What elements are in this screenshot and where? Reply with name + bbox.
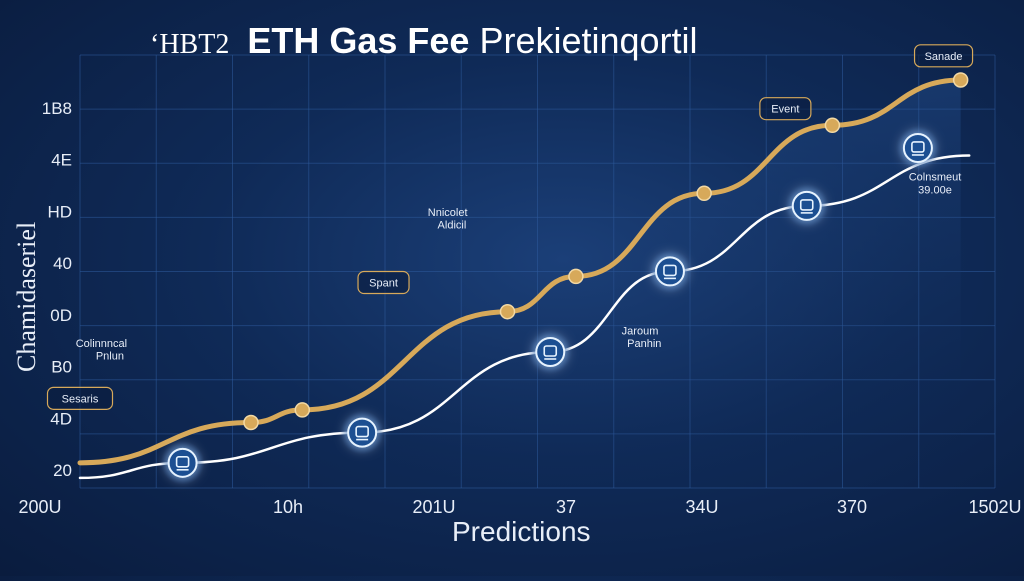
y-tick-label: 1B8 <box>42 99 72 118</box>
icon-glyph <box>543 345 558 357</box>
icon-ring <box>347 417 378 448</box>
data-point <box>294 402 311 418</box>
icon-ring <box>167 447 198 478</box>
icon-ring <box>535 336 566 367</box>
x-tick-label: 200U <box>18 497 61 517</box>
annotation-label: Event <box>771 104 799 116</box>
series-area <box>80 79 961 489</box>
prediction-icon <box>784 183 829 228</box>
data-point <box>696 185 712 202</box>
icon-ring <box>654 256 685 287</box>
data-point <box>952 72 969 88</box>
annotation-label: Nnicolet <box>428 207 468 219</box>
annotation-label: Colinnncal <box>76 338 127 350</box>
icon-ring <box>791 190 822 221</box>
annotation-label: Sesaris <box>62 393 99 405</box>
annotation-box <box>759 97 812 121</box>
annotation-label: Jaroum <box>622 325 659 337</box>
annotation-box <box>46 386 114 410</box>
annotation-label: Sanade <box>925 51 963 63</box>
data-point <box>243 414 259 431</box>
annotation-label: Colnsmeut <box>909 172 962 184</box>
icon-glyph <box>663 264 677 277</box>
y-tick-label: HD <box>47 202 72 221</box>
y-axis-label: Chamidaseriel <box>12 221 41 372</box>
y-tick-label: 20 <box>53 461 72 480</box>
y-tick-label: 4E <box>51 151 72 170</box>
x-tick-label: 34U <box>685 497 718 517</box>
annotation-label: Pnlun <box>96 351 124 363</box>
x-axis-label: Predictions <box>452 516 591 547</box>
annotation-label: Aldicil <box>438 220 467 232</box>
prediction-icon <box>528 329 573 374</box>
y-tick-label: 4D <box>50 409 72 428</box>
data-point <box>824 117 841 134</box>
icon-glyph <box>799 199 814 211</box>
prediction-icon <box>647 249 692 294</box>
x-tick-label: 1502U <box>968 497 1021 517</box>
icon-ring <box>902 132 933 163</box>
annotation-box <box>913 44 974 68</box>
data-point <box>499 303 516 320</box>
y-tick-label: 40 <box>53 254 72 273</box>
y-tick-label: 0D <box>50 306 72 325</box>
chart-title: ‘HBT2 ETH Gas Fee Prekietinqortil <box>150 20 698 62</box>
y-tick-label: B0 <box>51 358 72 377</box>
icon-glyph <box>911 141 925 153</box>
icon-glyph <box>355 425 369 438</box>
icon-glyph <box>175 456 190 468</box>
title-rest: Prekietinqortil <box>479 20 698 61</box>
prediction-icon <box>340 410 385 455</box>
annotation-label: Panhin <box>627 338 661 350</box>
x-tick-label: 201U <box>412 497 455 517</box>
data-point <box>568 268 584 285</box>
prediction-icon <box>895 125 940 170</box>
annotation-box <box>357 270 410 295</box>
title-prefix: ‘HBT2 <box>150 29 230 60</box>
annotation-label: Spant <box>369 278 398 290</box>
annotation-label: 39.00e <box>918 184 952 196</box>
prediction-icon <box>160 440 205 485</box>
x-tick-label: 37 <box>556 497 576 517</box>
x-tick-label: 10h <box>273 497 303 517</box>
x-tick-label: 370 <box>837 497 867 517</box>
title-main: ETH Gas Fee <box>247 20 470 61</box>
